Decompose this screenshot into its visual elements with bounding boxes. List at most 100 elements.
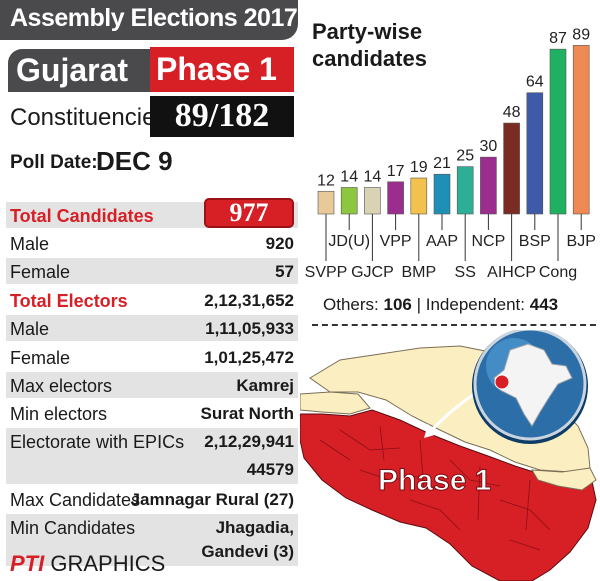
category-label: BSP [519, 233, 551, 250]
male-candidates-row: Male 920 [6, 230, 298, 256]
bar-jdu [340, 187, 358, 215]
credit-footer: PTI GRAPHICS [10, 551, 165, 577]
poll-date-label: Poll Date: [10, 152, 98, 173]
value-label: 48 [503, 104, 521, 121]
pti-logo: PTI [10, 551, 45, 576]
male-candidates-label: Male [10, 234, 50, 254]
independent-value: 443 [529, 295, 559, 314]
poll-date-value: DEC 9 [96, 146, 173, 176]
epic-value: 2,12,29,941 [204, 432, 294, 451]
gujarat-highlight-icon [494, 374, 510, 390]
category-label: NCP [472, 233, 506, 250]
category-label: GJCP [351, 264, 394, 281]
phase-label: Phase 1 [156, 51, 277, 87]
value-label: 14 [364, 168, 382, 185]
min-candidates-value-2: Gandevi (3) [201, 542, 294, 561]
female-candidates-value: 57 [275, 262, 294, 281]
bar-bmp [410, 177, 428, 215]
female-electors-label: Female [10, 348, 71, 368]
female-electors-row: Female 1,01,25,472 [6, 344, 298, 370]
gujarat-map: Phase 1 [300, 330, 597, 581]
map-east-region [531, 467, 597, 491]
bar-bjp [572, 45, 590, 215]
total-candidates-label: Total Candidates [10, 206, 154, 226]
max-electors-label: Max electors [10, 376, 113, 396]
independent-label: Independent: [425, 295, 525, 314]
min-electors-row: Min electors Surat North [6, 400, 298, 426]
category-label: JD(U) [328, 233, 370, 250]
male-electors-label: Male [10, 319, 50, 339]
epic-label: Electorate with EPICs [10, 432, 185, 452]
page-title: Assembly Elections 2017 [10, 4, 298, 32]
min-electors-label: Min electors [10, 404, 108, 424]
map-arrow-head [424, 424, 438, 438]
max-candidates-label: Max Candidates [10, 490, 141, 510]
bar-bsp [526, 92, 544, 215]
max-candidates-row: Max Candidates Jamnagar Rural (27) [6, 486, 298, 512]
max-electors-row: Max electors Kamrej [6, 372, 298, 398]
female-electors-value: 1,01,25,472 [204, 348, 294, 367]
category-label: BMP [401, 264, 436, 281]
chart-title: Party-wise candidates [312, 19, 427, 71]
map-kutch-region [300, 391, 371, 415]
total-electors-value: 2,12,31,652 [204, 291, 294, 310]
bar-ncp [480, 156, 497, 215]
min-candidates-label: Min Candidates [10, 518, 136, 538]
male-electors-row: Male 1,11,05,933 [6, 315, 298, 341]
value-label: 19 [410, 159, 428, 176]
value-label: 12 [317, 172, 335, 189]
min-candidates-value: Jhagadia, [215, 518, 294, 537]
bar-aap [433, 173, 451, 215]
credit-text: GRAPHICS [50, 551, 166, 576]
value-label: 25 [456, 148, 474, 165]
others-value: 106 [383, 295, 412, 314]
constituencies-value: 89/182 [174, 97, 270, 134]
divider [312, 324, 596, 326]
total-candidates-badge [204, 198, 294, 228]
male-candidates-value: 920 [265, 234, 294, 253]
category-label: VPP [380, 233, 412, 250]
bar-svpp [317, 190, 335, 215]
others-separator: | [416, 295, 426, 314]
epic-value-2: 44579 [246, 460, 294, 479]
total-candidates-value: 977 [229, 198, 269, 227]
value-label: 89 [572, 26, 590, 43]
category-label: SVPP [305, 264, 348, 281]
header-banner [0, 0, 298, 40]
map-phase-label: Phase 1 [378, 464, 491, 497]
value-label: 21 [433, 155, 451, 172]
category-label: SS [455, 264, 476, 281]
state-box [8, 49, 150, 92]
bar-gjcp [364, 187, 381, 215]
bar-vpp [387, 181, 404, 215]
phase-box [150, 47, 294, 92]
category-label: AAP [426, 233, 458, 250]
female-candidates-row: Female 57 [6, 258, 298, 284]
map-phase1-region [300, 409, 597, 581]
max-candidates-value: Jamnagar Rural (27) [130, 490, 294, 509]
male-electors-value: 1,11,05,933 [205, 319, 294, 338]
value-label: 30 [480, 138, 498, 155]
min-candidates-row: Min Candidates Jhagadia, Gandevi (3) [6, 514, 298, 566]
bar-cong [549, 48, 567, 215]
state-label: Gujarat [16, 52, 129, 88]
value-label: 64 [526, 74, 544, 91]
value-label: 87 [549, 30, 567, 47]
others-label: Others: [323, 295, 379, 314]
others-line: Others: 106 | Independent: 443 [323, 295, 558, 315]
female-candidates-label: Female [10, 262, 71, 282]
max-electors-value: Kamrej [236, 376, 294, 395]
party-bar-chart: 12 SVPP 14 JD(U) 14 GJCP 17 VPP 19 BMP 21 AAP 25 SS 30… [305, 26, 596, 281]
value-label: 14 [340, 168, 358, 185]
category-label: Cong [539, 264, 577, 281]
min-electors-value: Surat North [200, 404, 295, 423]
constituencies-box [150, 96, 294, 137]
value-label: 17 [387, 163, 405, 180]
category-label: BJP [567, 233, 596, 250]
constituencies-label: Constituencies [10, 104, 168, 131]
total-electors-label: Total Electors [10, 291, 128, 311]
map-district-lines [319, 425, 551, 551]
category-label: AIHCP [487, 264, 536, 281]
epic-row: Electorate with EPICs 2,12,29,941 44579 [6, 428, 298, 484]
bar-ss [456, 166, 474, 215]
